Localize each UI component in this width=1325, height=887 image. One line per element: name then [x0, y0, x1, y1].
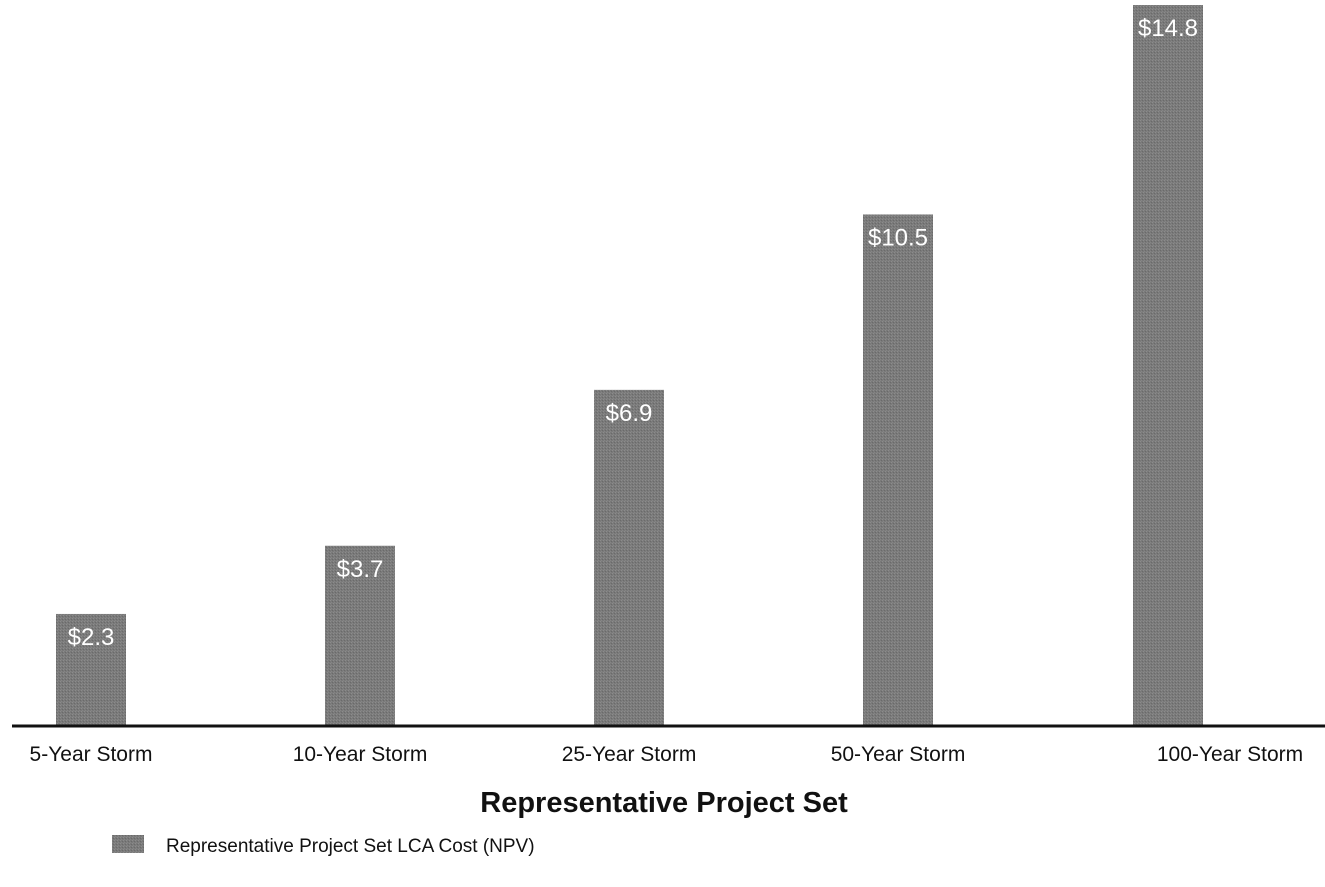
x-axis-title: Representative Project Set [480, 787, 848, 819]
bars-layer: $2.3 $3.7 $6.9 $10.5 $14.8 [56, 5, 1203, 726]
bar-value-label: $10.5 [868, 224, 928, 251]
x-tick-label: 10-Year Storm [293, 743, 428, 766]
bar-value-label: $2.3 [68, 624, 115, 651]
legend: Representative Project Set LCA Cost (NPV… [112, 835, 535, 857]
bar-1 [56, 613, 126, 726]
x-tick-label: 50-Year Storm [831, 743, 966, 766]
bar-3 [594, 389, 664, 726]
x-tick-label: 25-Year Storm [562, 743, 697, 766]
x-tick-label: 5-Year Storm [30, 743, 153, 766]
legend-label: Representative Project Set LCA Cost (NPV… [166, 836, 535, 857]
x-tick-label: 100-Year Storm [1157, 743, 1303, 766]
x-tick-labels: 5-Year Storm 10-Year Storm 25-Year Storm 50… [30, 743, 1304, 766]
bar-value-label: $3.7 [337, 556, 384, 583]
bar-4 [863, 214, 933, 726]
bar-5 [1133, 5, 1203, 726]
bar-value-label: $6.9 [606, 400, 653, 427]
legend-swatch [112, 835, 144, 853]
bar-value-label: $14.8 [1138, 15, 1198, 42]
bar-2 [325, 545, 395, 726]
